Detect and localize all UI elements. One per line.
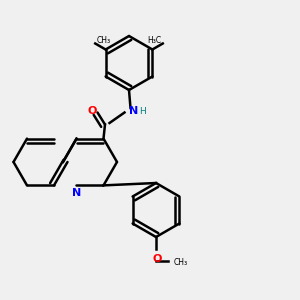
Text: CH₃: CH₃ xyxy=(97,36,111,45)
Text: CH₃: CH₃ xyxy=(174,258,188,267)
Text: H₃C: H₃C xyxy=(147,36,161,45)
Text: N: N xyxy=(129,106,138,116)
Text: N: N xyxy=(72,188,81,198)
Text: H: H xyxy=(139,106,146,116)
Text: O: O xyxy=(153,254,162,263)
Text: O: O xyxy=(87,106,97,116)
